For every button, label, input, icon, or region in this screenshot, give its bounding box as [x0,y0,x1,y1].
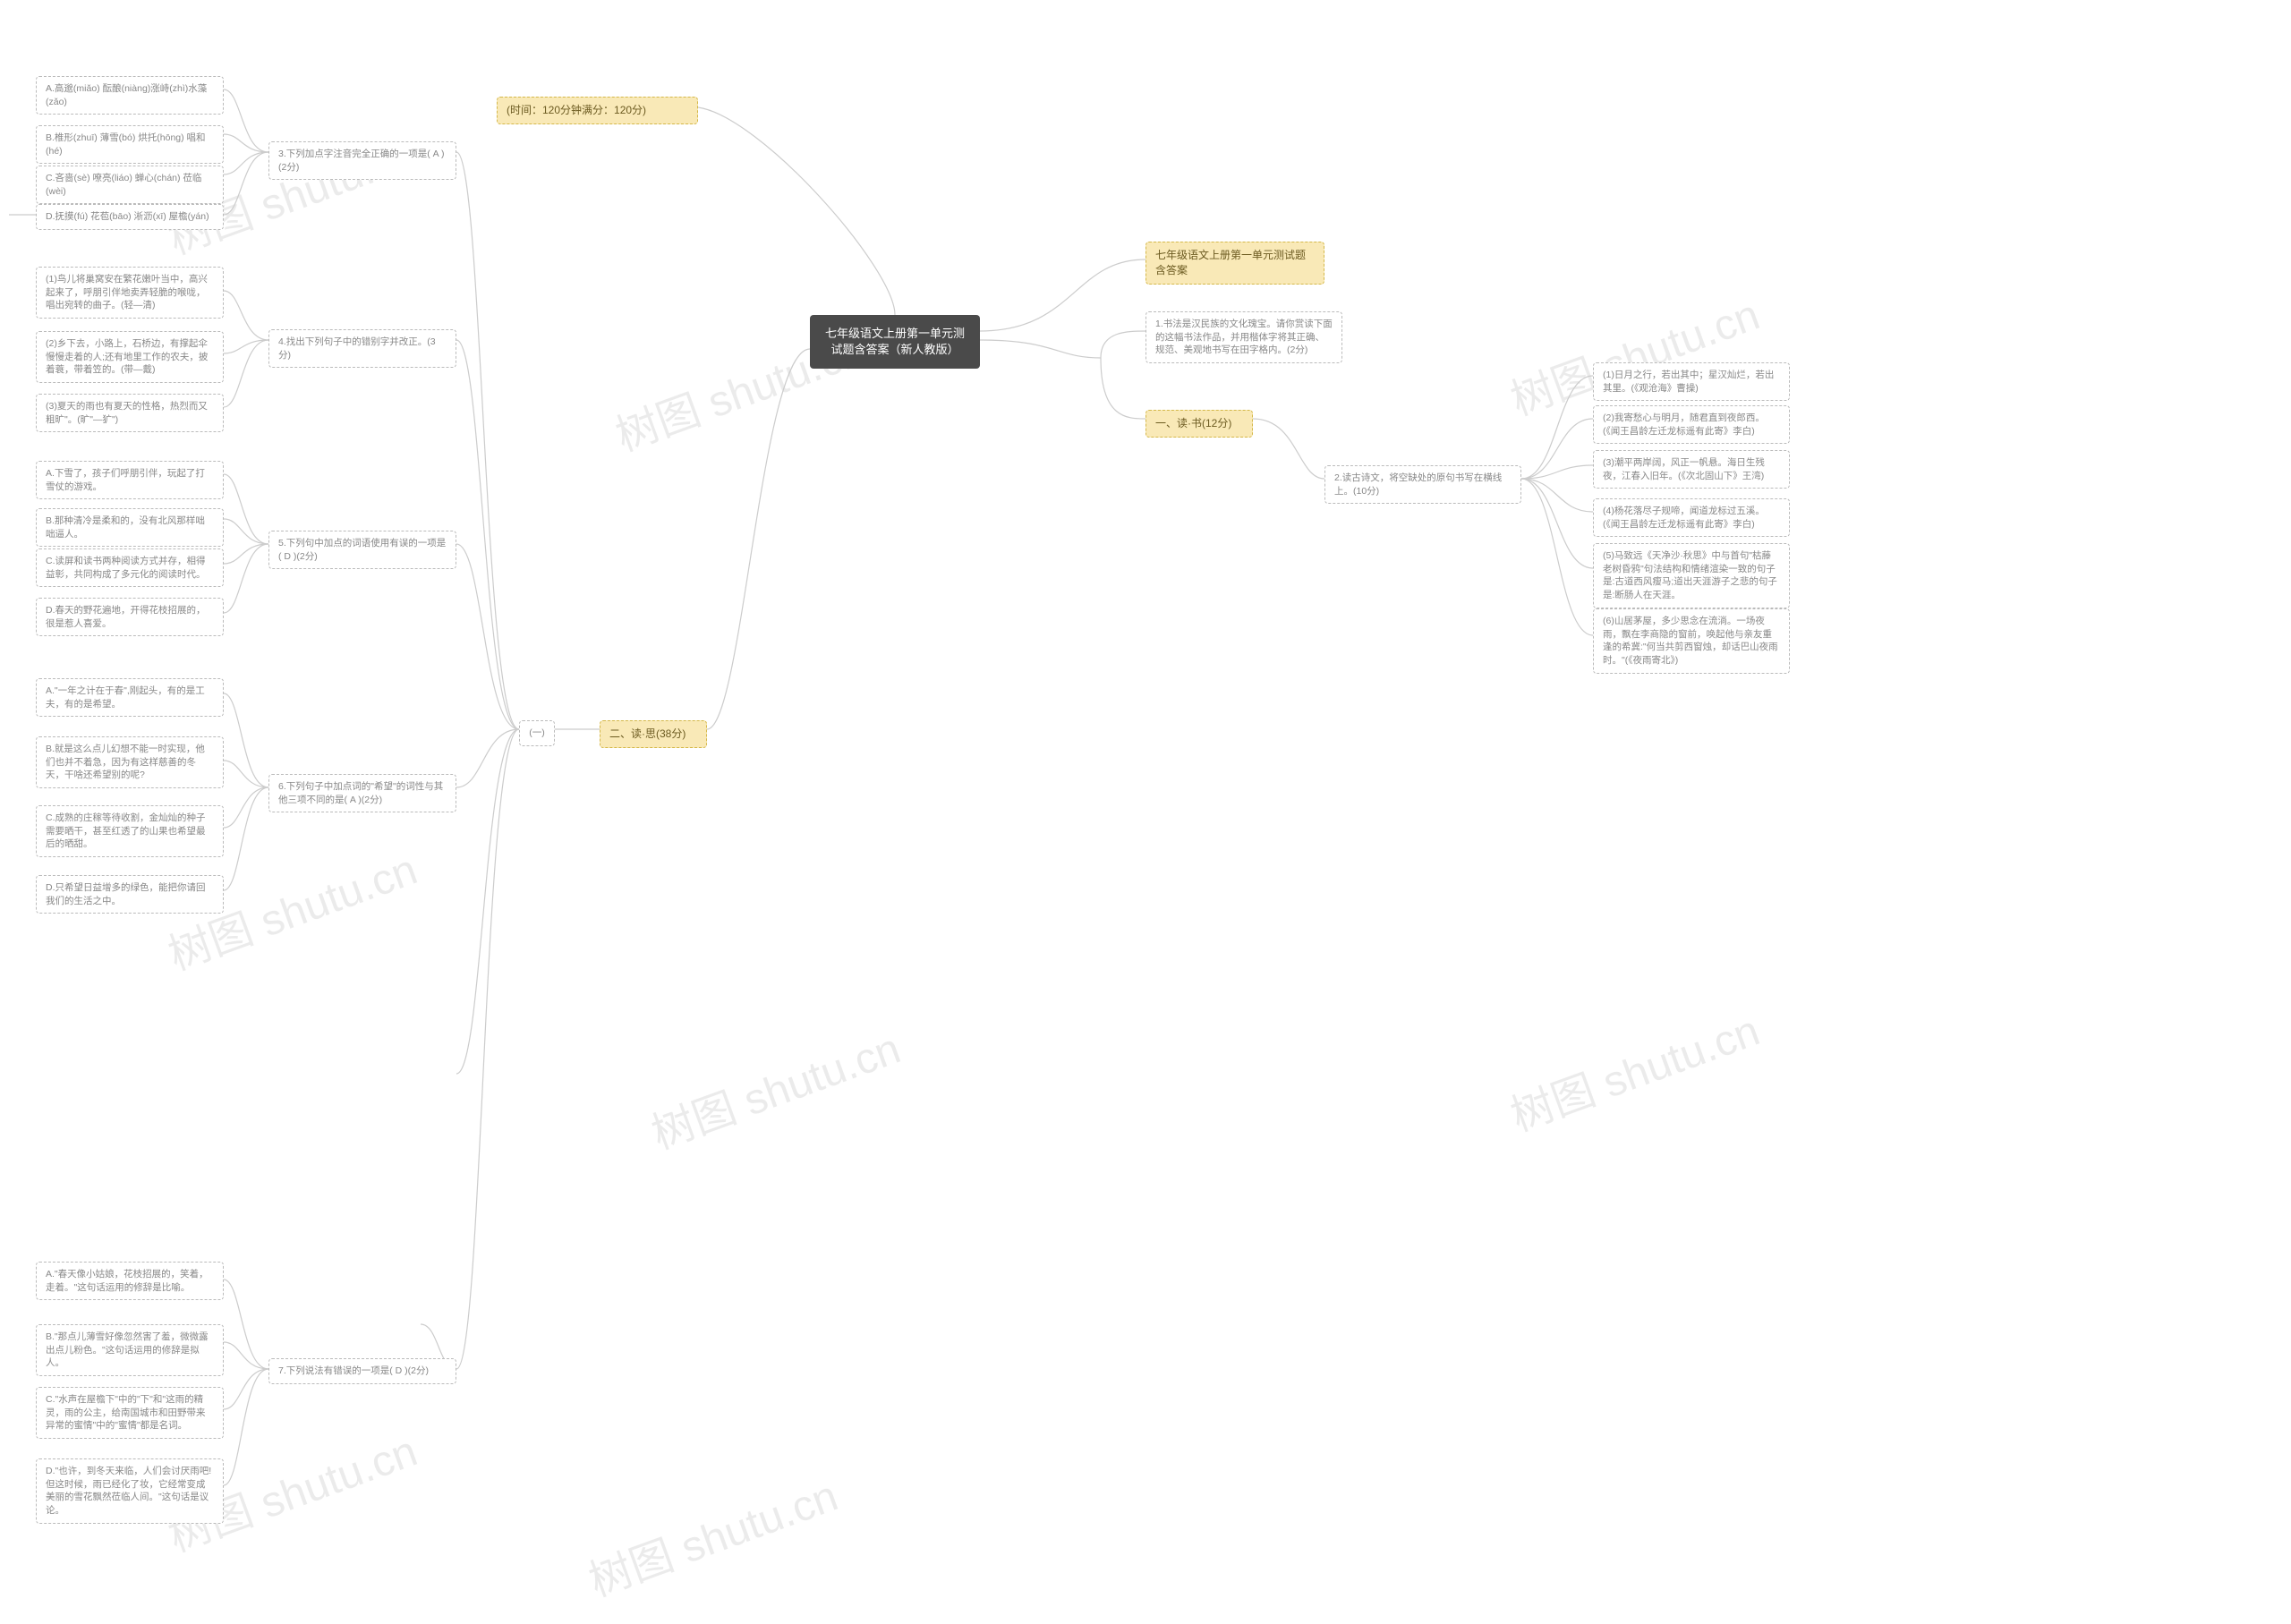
root-node: 七年级语文上册第一单元测试题含答案（新人教版） [810,315,980,369]
time-info: (时间：120分钟满分：120分) [497,97,698,124]
q4-2: (2)乡下去，小路上，石桥边，有撑起伞慢慢走着的人;还有地里工作的农夫，披着蓑，… [36,331,224,383]
q7-b: B."那点儿薄雪好像忽然害了羞，微微露出点儿粉色。"这句话运用的修辞是拟人。 [36,1324,224,1376]
right-title: 七年级语文上册第一单元测试题含答案 [1146,242,1324,285]
q3: 3.下列加点字注音完全正确的一项是( A )(2分) [268,141,456,180]
q7: 7.下列说法有错误的一项是( D )(2分) [268,1358,456,1384]
q2-6: (6)山居茅屋，多少思念在流淌。一场夜雨，飘在李商隐的窗前，唤起他与亲友重逢的希… [1593,608,1790,674]
q6-c: C.成熟的庄稼等待收割，金灿灿的种子需要晒干，甚至红透了的山果也希望最后的晒甜。 [36,805,224,857]
q6: 6.下列句子中加点词的"希望"的词性与其他三项不同的是( A )(2分) [268,774,456,812]
q2-1: (1)日月之行，若出其中；星汉灿烂，若出其里。(《观沧海》曹操) [1593,362,1790,401]
section1: 一、读·书(12分) [1146,410,1253,438]
q2-2: (2)我寄愁心与明月，随君直到夜郎西。(《闻王昌龄左迁龙标遥有此寄》李白) [1593,405,1790,444]
q5-c: C.读屏和读书两种阅读方式并存，相得益彰，共同构成了多元化的阅读时代。 [36,548,224,587]
q6-d: D.只希望日益增多的绿色，能把你请回我们的生活之中。 [36,875,224,914]
q1: 1.书法是汉民族的文化瑰宝。请你赏读下面的这幅书法作品，并用楷体字将其正确、规范… [1146,311,1342,363]
q7-c: C."水声在屋檐下"中的"下"和"这雨的精灵，雨的公主，给南国城市和田野带来异常… [36,1387,224,1439]
q5-d: D.春天的野花遍地，开得花枝招展的，很是惹人喜爱。 [36,598,224,636]
q7-a: A."春天像小姑娘，花枝招展的，笑着，走着。"这句话运用的修辞是比喻。 [36,1262,224,1300]
watermark: 树图 shutu.cn [579,1460,845,1608]
q3-d: D.抚摸(fú) 花苞(bāo) 淅沥(xī) 屋檐(yán) [36,204,224,230]
q3-c: C.吝啬(sè) 嘹亮(liáo) 蝉心(chán) 莅临(wèi) [36,166,224,204]
q5-a: A.下雪了，孩子们呼朋引伴，玩起了打雪仗的游戏。 [36,461,224,499]
q2-5: (5)马致远《天净沙·秋思》中与首句"枯藤老树昏鸦"句法结构和情绪渲染一致的句子… [1593,543,1790,608]
q4: 4.找出下列句子中的错别字并改正。(3分) [268,329,456,368]
q2-3: (3)潮平两岸阔，风正一帆悬。海日生残夜，江春入旧年。(《次北固山下》王湾) [1593,450,1790,489]
q7-d: D."也许，到冬天来临，人们会讨厌雨吧!但这时候，雨已经化了妆，它经常变成美丽的… [36,1458,224,1524]
q5-b: B.那种清冷是柔和的，没有北风那样咄咄逼人。 [36,508,224,547]
q3-b: B.椎形(zhuī) 薄雪(bó) 烘托(hōng) 唱和(hé) [36,125,224,164]
q2-4: (4)杨花落尽子规啼，闻道龙标过五溪。(《闻王昌龄左迁龙标遥有此寄》李白) [1593,498,1790,537]
q3-a: A.高邈(miǎo) 酝酿(niàng)涨峙(zhì)水藻(zǎo) [36,76,224,115]
q4-3: (3)夏天的雨也有夏天的性格，热烈而又粗旷"。(旷"—犷") [36,394,224,432]
q6-b: B.就是这么点儿幻想不能一时实现，他们也并不着急，因为有这样慈善的冬天，干啥还希… [36,736,224,788]
q5: 5.下列句中加点的词语使用有误的一项是( D )(2分) [268,531,456,569]
q4-1: (1)鸟儿将巢窝安在繁花嫩叶当中，高兴起来了，呼朋引伴地卖弄轻脆的喉咙，唱出宛转… [36,267,224,319]
watermark: 树图 shutu.cn [642,1013,907,1161]
yi: (一) [519,720,555,746]
section2: 二、读·思(38分) [600,720,707,748]
q2: 2.读古诗文，将空缺处的原句书写在横线上。(10分) [1324,465,1521,504]
watermark: 树图 shutu.cn [1501,995,1767,1143]
q6-a: A."一年之计在于春",刚起头，有的是工夫，有的是希望。 [36,678,224,717]
